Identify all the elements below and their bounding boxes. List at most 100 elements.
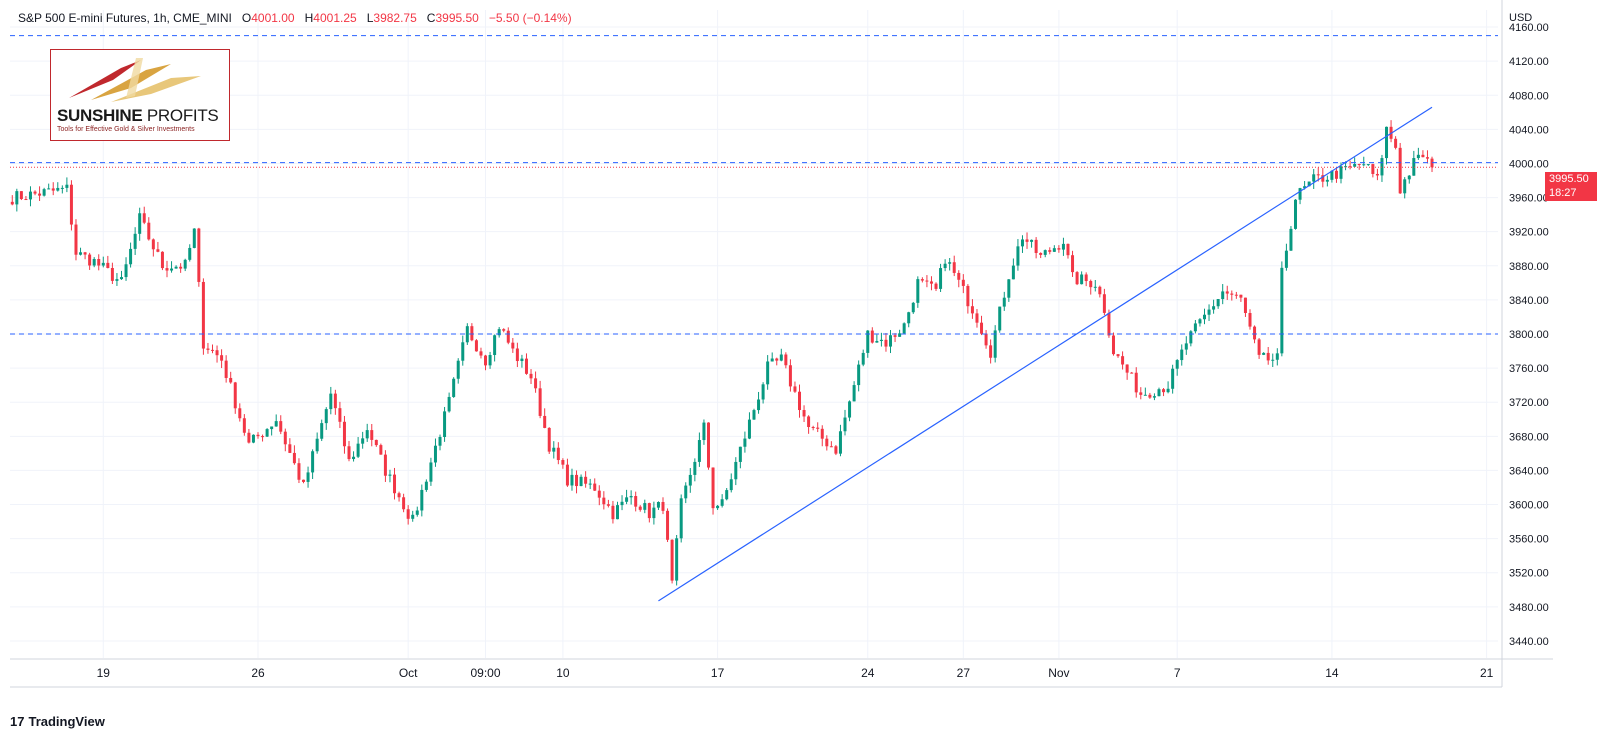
candle-body (770, 358, 774, 362)
candle-body (720, 499, 724, 506)
y-tick-label: 3720.00 (1509, 397, 1549, 409)
candle-body (1353, 163, 1357, 167)
candle-body (1225, 291, 1229, 294)
candle-body (33, 191, 37, 194)
candle-body (379, 445, 383, 455)
candle-body (1030, 239, 1034, 242)
candle-body (998, 306, 1002, 331)
candle-body (798, 391, 802, 411)
candle-body (1034, 239, 1038, 253)
candle-body (1184, 343, 1188, 350)
candle-body (415, 510, 419, 515)
candle-body (1334, 170, 1338, 179)
candle-body (1189, 331, 1193, 344)
candle-body (515, 348, 519, 362)
candle-body (370, 430, 374, 440)
y-tick-label: 3560.00 (1509, 534, 1549, 546)
candle-body (1111, 335, 1115, 355)
candle-body (634, 496, 638, 507)
logo-tagline: Tools for Effective Gold & Silver Invest… (57, 126, 195, 133)
last-price: 3995.50 (1549, 173, 1589, 185)
candle-body (1366, 164, 1370, 166)
candle-body (15, 191, 19, 205)
sunshine-profits-logo: SUNSHINE PROFITS Tools for Effective Gol… (50, 49, 230, 141)
candle-body (1162, 389, 1166, 393)
y-tick-label: 3840.00 (1509, 295, 1549, 307)
candle-body (374, 439, 378, 446)
bar-countdown: 18:27 (1549, 187, 1577, 199)
candle-body (811, 427, 815, 429)
candle-body (361, 438, 365, 444)
candle-body (757, 399, 761, 411)
candle-body (1002, 297, 1006, 307)
candle-body (74, 224, 78, 255)
candle-body (270, 426, 274, 430)
candle-body (902, 323, 906, 334)
candle-body (1011, 265, 1015, 280)
y-tick-label: 3960.00 (1509, 193, 1549, 205)
candle-body (970, 306, 974, 314)
symbol-title[interactable]: S&P 500 E-mini Futures, 1h, CME_MINI (18, 11, 232, 25)
candle-body (429, 462, 433, 482)
candle-body (1243, 297, 1247, 314)
candle-body (925, 280, 929, 282)
close-label: C (426, 11, 436, 25)
candle-body (1080, 274, 1084, 285)
candle-body (183, 259, 187, 269)
candle-body (602, 497, 606, 505)
candle-body (1052, 248, 1056, 252)
candle-body (1157, 389, 1161, 397)
candle-body (561, 460, 565, 465)
candle-body (502, 329, 506, 331)
candle-body (1412, 158, 1416, 176)
candle-body (279, 421, 283, 432)
x-tick-label: 7 (1174, 666, 1181, 680)
candle-body (1043, 250, 1047, 255)
candle-body (1298, 188, 1302, 200)
high-label: H (304, 11, 314, 25)
candle-body (1385, 126, 1389, 159)
candle-body (1130, 372, 1134, 374)
candle-body (761, 384, 765, 400)
candle-body (10, 201, 14, 205)
candle-body (347, 446, 351, 460)
candle-body (1284, 250, 1288, 268)
candle-body (1048, 250, 1052, 252)
candle-body (807, 416, 811, 428)
candle-body (47, 188, 51, 190)
candle-body (1066, 243, 1070, 256)
y-unit-label: USD (1509, 12, 1532, 24)
logo-swoosh-icon (69, 58, 201, 102)
candle-body (615, 505, 619, 520)
candle-body (69, 184, 73, 225)
tradingview-logo[interactable]: 17 TradingView (10, 714, 105, 729)
candle-body (584, 476, 588, 484)
candle-body (479, 351, 483, 356)
candle-body (274, 421, 278, 427)
candle-body (1348, 166, 1352, 168)
candle-body (1221, 291, 1225, 300)
trendline (658, 106, 1433, 602)
candle-body (101, 262, 105, 266)
candle-body (215, 350, 219, 356)
low-value: 3982.75 (373, 11, 417, 25)
candle-body (1330, 170, 1334, 180)
candle-body (547, 427, 551, 452)
candle-body (129, 248, 133, 265)
candle-body (606, 504, 610, 506)
candle-body (1407, 175, 1411, 180)
tradingview-label: TradingView (28, 714, 105, 729)
candle-body (961, 279, 965, 286)
candle-body (1339, 166, 1343, 179)
candle-body (1362, 164, 1366, 166)
candle-body (1380, 158, 1384, 176)
candle-body (356, 443, 360, 457)
candle-body (411, 514, 415, 519)
candle-body (1280, 267, 1284, 354)
candle-body (56, 187, 60, 191)
candle-body (151, 239, 155, 250)
candle-body (738, 446, 742, 462)
candle-body (88, 254, 92, 266)
candle-body (256, 434, 260, 437)
